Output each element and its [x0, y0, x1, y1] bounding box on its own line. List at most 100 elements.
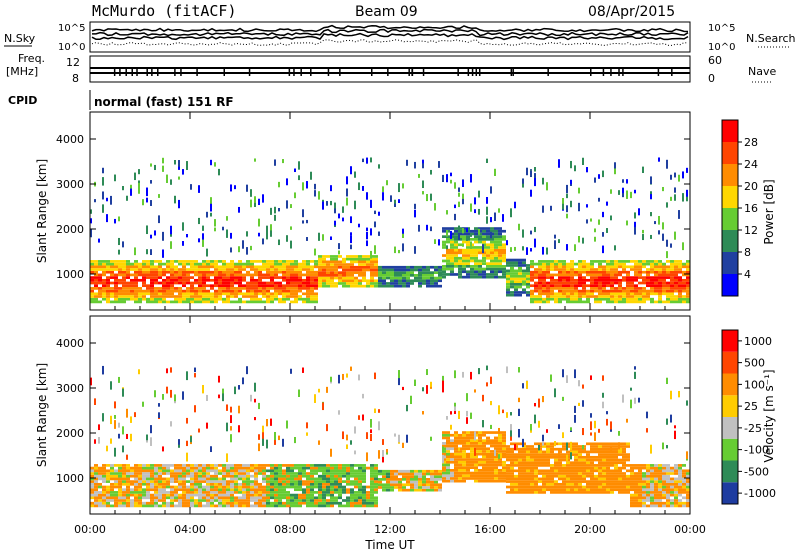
velocity-cell	[626, 442, 630, 446]
power-cell	[390, 279, 394, 283]
freq-unit: [MHz]	[6, 65, 38, 78]
velocity-cell	[454, 444, 458, 448]
power-cell	[342, 268, 346, 272]
velocity-cell	[658, 480, 662, 483]
velocity-scatter	[402, 442, 404, 448]
power-cell	[670, 278, 674, 282]
power-cell	[206, 284, 210, 288]
power-scatter	[430, 226, 432, 232]
power-cell	[598, 276, 602, 279]
velocity-cell	[250, 466, 254, 470]
velocity-cell	[562, 480, 566, 483]
velocity-cell	[262, 474, 266, 478]
power-scatter	[606, 201, 608, 206]
power-cell	[402, 276, 406, 280]
velocity-cell	[270, 477, 274, 481]
power-cell	[490, 270, 494, 274]
power-cell	[526, 266, 530, 270]
velocity-cell	[254, 504, 258, 508]
velocity-cell	[106, 499, 110, 502]
velocity-cell	[226, 480, 230, 483]
velocity-cell	[666, 466, 670, 470]
velocity-cell	[674, 480, 678, 483]
power-cell	[158, 265, 162, 269]
power-cell	[134, 300, 138, 304]
velocity-cell	[182, 491, 186, 494]
velocity-cell	[362, 477, 366, 481]
velocity-cell	[530, 461, 534, 465]
power-cell	[278, 284, 282, 288]
velocity-cell	[642, 485, 646, 489]
power-cell	[194, 265, 198, 269]
power-cell	[258, 297, 262, 301]
velocity-cell	[678, 488, 682, 492]
power-cell	[534, 270, 538, 274]
power-cell	[486, 265, 490, 268]
velocity-cell	[230, 485, 234, 489]
power-scatter	[214, 227, 216, 232]
velocity-cell	[502, 442, 506, 445]
power-cell	[514, 288, 518, 292]
power-scatter	[214, 162, 216, 167]
power-cell	[550, 297, 554, 301]
velocity-scatter	[582, 384, 584, 389]
velocity-cell	[682, 472, 686, 475]
velocity-cell	[486, 477, 490, 480]
velocity-cell	[258, 469, 262, 473]
power-cell	[158, 295, 162, 298]
power-scatter	[102, 177, 104, 186]
velocity-cell	[542, 491, 546, 494]
power-scatter	[542, 247, 544, 255]
velocity-cell	[138, 485, 142, 489]
velocity-cell	[578, 466, 582, 470]
power-cell	[230, 262, 234, 266]
velocity-cell	[162, 501, 166, 505]
power-cell	[302, 281, 306, 285]
power-cell	[450, 270, 454, 274]
velocity-cell	[206, 464, 210, 467]
power-cell	[654, 276, 658, 279]
power-cell	[102, 284, 106, 288]
velocity-cell	[326, 464, 330, 467]
power-scatter	[366, 157, 368, 164]
power-scatter	[102, 191, 104, 200]
velocity-cell	[266, 496, 270, 500]
velocity-cell	[346, 464, 350, 467]
velocity-cell	[182, 480, 186, 483]
power-cell	[518, 269, 522, 273]
velocity-cell	[198, 499, 202, 502]
velocity-cell	[478, 436, 482, 440]
velocity-cell	[274, 485, 278, 489]
velocity-cell	[686, 488, 690, 492]
velocity-cell	[242, 469, 246, 473]
power-scatter	[458, 233, 460, 240]
power-cell	[238, 276, 242, 279]
power-scatter	[582, 157, 584, 166]
power-cell	[122, 292, 126, 296]
velocity-cell	[126, 466, 130, 470]
power-cell	[330, 271, 334, 274]
velocity-cell	[306, 474, 310, 478]
velocity-cell	[594, 447, 598, 451]
velocity-cell	[570, 477, 574, 481]
power-cell	[150, 300, 154, 304]
power-scatter	[562, 203, 564, 210]
velocity-cell	[354, 472, 358, 475]
velocity-cell	[138, 493, 142, 497]
power-cell	[282, 284, 286, 288]
velocity-cell	[146, 488, 150, 492]
velocity-cell	[402, 472, 406, 476]
power-cell	[374, 260, 378, 264]
velocity-cell	[590, 445, 594, 448]
velocity-cell	[350, 488, 354, 492]
velocity-scatter	[474, 389, 476, 393]
velocity-scatter	[318, 440, 320, 445]
velocity-cell	[198, 493, 202, 497]
power-cell	[610, 281, 614, 285]
power-cell	[478, 262, 482, 265]
velocity-cell	[546, 461, 550, 465]
power-cell	[142, 292, 146, 296]
velocity-cell	[362, 472, 366, 475]
power-cell	[494, 273, 498, 276]
velocity-cell	[290, 501, 294, 505]
